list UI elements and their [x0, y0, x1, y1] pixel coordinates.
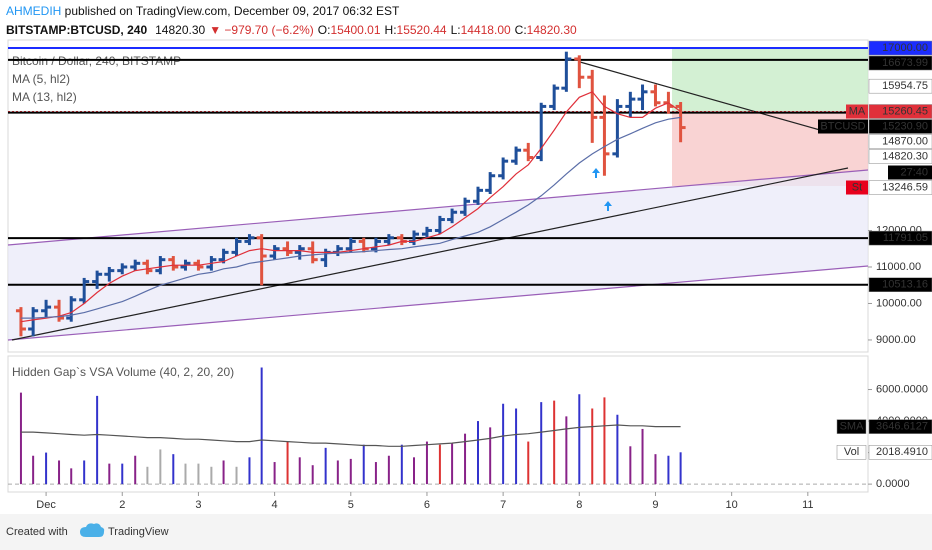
- value-tag-box: [868, 419, 932, 434]
- price-tag: MA: [849, 105, 866, 117]
- price-tag-box: [846, 104, 868, 119]
- tv-logo[interactable]: [80, 523, 105, 537]
- price-tag: BTCUSD: [820, 120, 865, 132]
- price-label-box: [868, 277, 932, 292]
- ohlc-v: 14418.00: [461, 23, 511, 37]
- volume-title: Hidden Gap`s VSA Volume (40, 2, 20, 20): [12, 365, 234, 379]
- channel-fill: [8, 170, 868, 340]
- y-tick-label: 9000.00: [876, 334, 916, 346]
- price-label-box: [868, 180, 932, 195]
- value-tag: 3646.6127: [876, 421, 928, 433]
- y-tick-label: 0.0000: [876, 478, 910, 490]
- resistance-trendline: [579, 61, 821, 131]
- value-tag-name-box: [836, 445, 867, 460]
- price-tag: St: [852, 181, 862, 193]
- x-tick-label: 6: [424, 499, 430, 511]
- y-tick-label: 10000.00: [876, 297, 922, 309]
- x-tick-label: 8: [576, 499, 582, 511]
- price-label: 13246.59: [882, 181, 928, 193]
- footer-brand[interactable]: TradingView: [108, 526, 169, 538]
- x-tick-label: 11: [802, 499, 813, 511]
- ohlc-k: C:: [515, 23, 527, 37]
- price-label: 15954.75: [882, 80, 928, 92]
- value-tag: 2018.4910: [876, 446, 928, 458]
- price-label-box: [868, 55, 932, 71]
- price-label: 14820.30: [882, 150, 928, 162]
- ohlc-k: O:: [318, 23, 331, 37]
- countdown-box: [888, 165, 932, 180]
- countdown: 27:40: [900, 166, 928, 178]
- ohlc-v: 15400.01: [330, 23, 380, 37]
- channel-upper: [7, 169, 869, 246]
- change: ▼ −979.70 (−6.2%): [209, 23, 314, 37]
- publish-line: AHMEDIH published on TradingView.com, De…: [6, 4, 400, 18]
- price-label-box: [868, 134, 932, 149]
- value-tag-name-box: [836, 419, 867, 434]
- price-label: 15260.45: [882, 105, 928, 117]
- x-tick-label: 5: [348, 499, 354, 511]
- value-tag-name: Vol: [844, 446, 859, 458]
- price-label: 10513.16: [882, 279, 928, 291]
- x-tick-label: 7: [500, 499, 506, 511]
- value-tag-name: SMA: [840, 421, 865, 433]
- price-label-box: [868, 78, 932, 94]
- y-tick-label: 6000.0000: [876, 383, 928, 395]
- x-tick-label: Dec: [36, 499, 56, 511]
- symbol: BITSTAMP:BTCUSD, 240: [6, 23, 147, 37]
- x-tick-label: 4: [272, 499, 278, 511]
- published: published on TradingView.com, December 0…: [61, 4, 400, 18]
- ohlc-v: 15520.44: [397, 23, 447, 37]
- ma-line: [20, 91, 681, 323]
- ohlc-k: H:: [385, 23, 397, 37]
- channel-lower: [7, 265, 869, 341]
- x-tick-label: 3: [195, 499, 201, 511]
- target-zone: [672, 48, 868, 111]
- price-tag-box: [846, 180, 868, 195]
- ohlc-k: L:: [451, 23, 461, 37]
- price-label-box: [868, 119, 932, 134]
- legend-title: Bitcoin / Dollar, 240, BITSTAMP: [12, 54, 181, 68]
- price-tag-box: [818, 119, 868, 134]
- ma-line: [20, 116, 681, 319]
- footer-bar: [0, 514, 932, 550]
- price-label: 14870.00: [882, 135, 928, 147]
- price-label-box: [868, 40, 932, 56]
- support-trendline: [11, 167, 849, 341]
- author: AHMEDIH: [6, 4, 61, 18]
- value-tag-box: [868, 445, 932, 460]
- ohlc-v: 14820.30: [527, 23, 577, 37]
- x-tick-label: 2: [119, 499, 125, 511]
- price-label-box: [868, 104, 932, 119]
- price-label: 17000.00: [882, 42, 928, 54]
- arrow-up: [604, 201, 612, 211]
- legend-ma13: MA (13, hl2): [12, 90, 77, 104]
- legend-ma5: MA (5, hl2): [12, 72, 70, 86]
- footer-created: Created with: [6, 526, 68, 538]
- x-tick-label: 10: [726, 499, 738, 511]
- price-label: 11791.05: [883, 232, 928, 244]
- price-label: 16673.99: [882, 57, 928, 69]
- price-label-box: [868, 230, 932, 246]
- sma-line: [20, 424, 681, 447]
- y-tick-label: 11000.00: [876, 261, 921, 273]
- price-label: 15230.90: [882, 120, 928, 132]
- volume-pane: [7, 355, 869, 493]
- symbol-line: BITSTAMP:BTCUSD, 240 14820.30 ▼ −979.70 (−…: [6, 23, 577, 37]
- last-price: 14820.30: [155, 23, 205, 37]
- x-tick-label: 9: [652, 499, 658, 511]
- price-label-box: [868, 149, 932, 164]
- arrow-up: [592, 168, 600, 178]
